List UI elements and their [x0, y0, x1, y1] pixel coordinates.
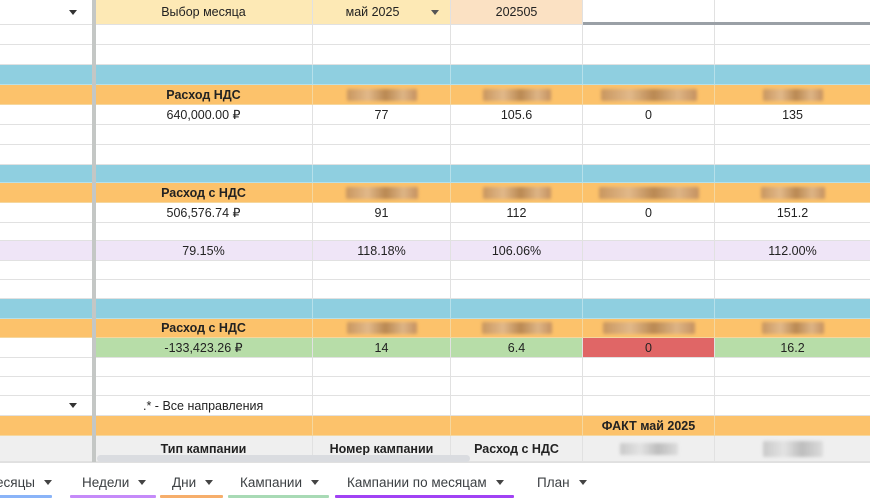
direction-filter-dropdown[interactable] — [0, 396, 95, 416]
month-selector-label: Выбор месяца — [95, 0, 313, 25]
redacted-header — [598, 186, 699, 199]
block3-values-row: -133,423.26 ₽ 14 6.4 0 16.2 — [0, 338, 870, 358]
redacted-header — [482, 88, 551, 101]
empty-row — [0, 45, 870, 65]
tab-color-indicator — [160, 495, 224, 498]
block2-percent[interactable]: 79.15% — [95, 241, 313, 261]
redacted-header — [481, 322, 552, 334]
redacted-header — [602, 322, 695, 334]
empty-row — [0, 223, 870, 241]
block3-value[interactable]: 6.4 — [451, 338, 583, 358]
spreadsheet-grid[interactable]: Выбор месяца май 2025 202505 Расход НДС … — [0, 0, 870, 462]
tab-color-indicator — [335, 495, 514, 498]
redacted-header — [619, 442, 678, 455]
redacted-header — [762, 440, 823, 457]
month-code-cell: 202505 — [451, 0, 583, 25]
fact-title: ФАКТ май 2025 — [583, 416, 715, 436]
blue-band-row — [0, 65, 870, 85]
blue-band-row — [0, 165, 870, 183]
sheet-tab-campaigns-by-month[interactable]: Кампании по месяцам — [335, 463, 514, 501]
sheet-tab-plan[interactable]: План — [537, 463, 587, 501]
redacted-header — [346, 322, 417, 334]
redacted-header — [482, 186, 551, 199]
chevron-down-icon[interactable] — [311, 479, 320, 485]
block2-value[interactable]: 151.2 — [715, 203, 870, 223]
sheet-tab-label: Дни — [172, 474, 197, 490]
tab-color-indicator — [70, 495, 157, 498]
block2-header-label: Расход с НДС — [95, 183, 313, 203]
month-selector-row: Выбор месяца май 2025 202505 — [0, 0, 870, 25]
block2-percent[interactable] — [583, 241, 715, 261]
block1-header-label: Расход НДС — [95, 85, 313, 105]
month-selector-value: май 2025 — [345, 5, 400, 19]
frozen-dropdown-cell[interactable] — [0, 0, 95, 25]
sheet-tab-campaigns[interactable]: Кампании — [228, 463, 330, 501]
block1-value[interactable]: 135 — [715, 105, 870, 125]
month-selector-dropdown[interactable]: май 2025 — [313, 0, 451, 25]
block1-value-total[interactable]: 640,000.00 ₽ — [95, 105, 313, 125]
sheet-tab-label: Недели — [82, 474, 130, 490]
block2-value[interactable]: 112 — [451, 203, 583, 223]
block3-value[interactable]: 14 — [313, 338, 451, 358]
block2-percent-row: 79.15% 118.18% 106.06% 112.00% — [0, 241, 870, 261]
block3-header-row: Расход с НДС — [0, 319, 870, 338]
block3-value-total[interactable]: -133,423.26 ₽ — [95, 338, 313, 358]
block3-value-negative[interactable]: 0 — [583, 338, 715, 358]
block2-value-total[interactable]: 506,576.74 ₽ — [95, 203, 313, 223]
sheet-tab-weeks[interactable]: Недели — [70, 463, 157, 501]
horizontal-scrollbar[interactable] — [97, 455, 470, 462]
block3-value[interactable]: 16.2 — [715, 338, 870, 358]
block2-value[interactable]: 0 — [583, 203, 715, 223]
redacted-header — [346, 88, 417, 101]
freeze-divider[interactable] — [92, 0, 96, 462]
block1-value[interactable]: 0 — [583, 105, 715, 125]
filter-note: .* - Все направления — [95, 396, 313, 416]
redacted-header — [761, 322, 824, 334]
sheet-tab-days[interactable]: Дни — [160, 463, 224, 501]
tab-color-indicator — [0, 495, 53, 498]
redacted-header — [345, 186, 418, 199]
chevron-down-icon[interactable] — [69, 10, 77, 15]
redacted-header — [760, 186, 825, 199]
fact-title-row: ФАКТ май 2025 — [0, 416, 870, 436]
filter-row: .* - Все направления — [0, 396, 870, 416]
block1-header-row: Расход НДС — [0, 85, 870, 105]
block1-value[interactable]: 77 — [313, 105, 451, 125]
sheet-tab-label: Кампании по месяцам — [347, 474, 487, 490]
empty-row — [0, 125, 870, 145]
block2-percent[interactable]: 112.00% — [715, 241, 870, 261]
block2-header-row: Расход с НДС — [0, 183, 870, 203]
block1-values-row: 640,000.00 ₽ 77 105.6 0 135 — [0, 105, 870, 125]
empty-row — [0, 377, 870, 396]
empty-row — [0, 261, 870, 280]
chevron-down-icon[interactable] — [69, 403, 77, 408]
empty-row — [0, 25, 870, 45]
sheet-tab-bar: есяцы Недели Дни Кампании Кампании по ме… — [0, 462, 870, 501]
block2-percent[interactable]: 118.18% — [313, 241, 451, 261]
empty-row — [0, 280, 870, 299]
col-spend-vat[interactable]: Расход с НДС — [451, 436, 583, 462]
block1-value[interactable]: 105.6 — [451, 105, 583, 125]
block2-percent[interactable]: 106.06% — [451, 241, 583, 261]
chevron-down-icon[interactable] — [44, 479, 53, 485]
empty-row — [0, 358, 870, 377]
chevron-down-icon[interactable] — [431, 10, 439, 15]
blue-band-row — [0, 299, 870, 319]
block3-header-label: Расход с НДС — [95, 319, 313, 338]
chevron-down-icon[interactable] — [205, 479, 214, 485]
sheet-tab-label: Кампании — [240, 474, 303, 490]
chevron-down-icon[interactable] — [495, 479, 504, 485]
selection-border — [583, 22, 870, 25]
block2-value[interactable]: 91 — [313, 203, 451, 223]
sheet-tab-months[interactable]: есяцы — [0, 463, 53, 501]
redacted-header — [762, 88, 823, 101]
block2-values-row: 506,576.74 ₽ 91 112 0 151.2 — [0, 203, 870, 223]
sheet-tab-label: есяцы — [0, 474, 36, 490]
redacted-header — [600, 88, 697, 101]
tab-color-indicator — [228, 495, 330, 498]
chevron-down-icon[interactable] — [578, 479, 587, 485]
empty-row — [0, 145, 870, 165]
sheet-tab-label: План — [537, 474, 570, 490]
chevron-down-icon[interactable] — [138, 479, 147, 485]
